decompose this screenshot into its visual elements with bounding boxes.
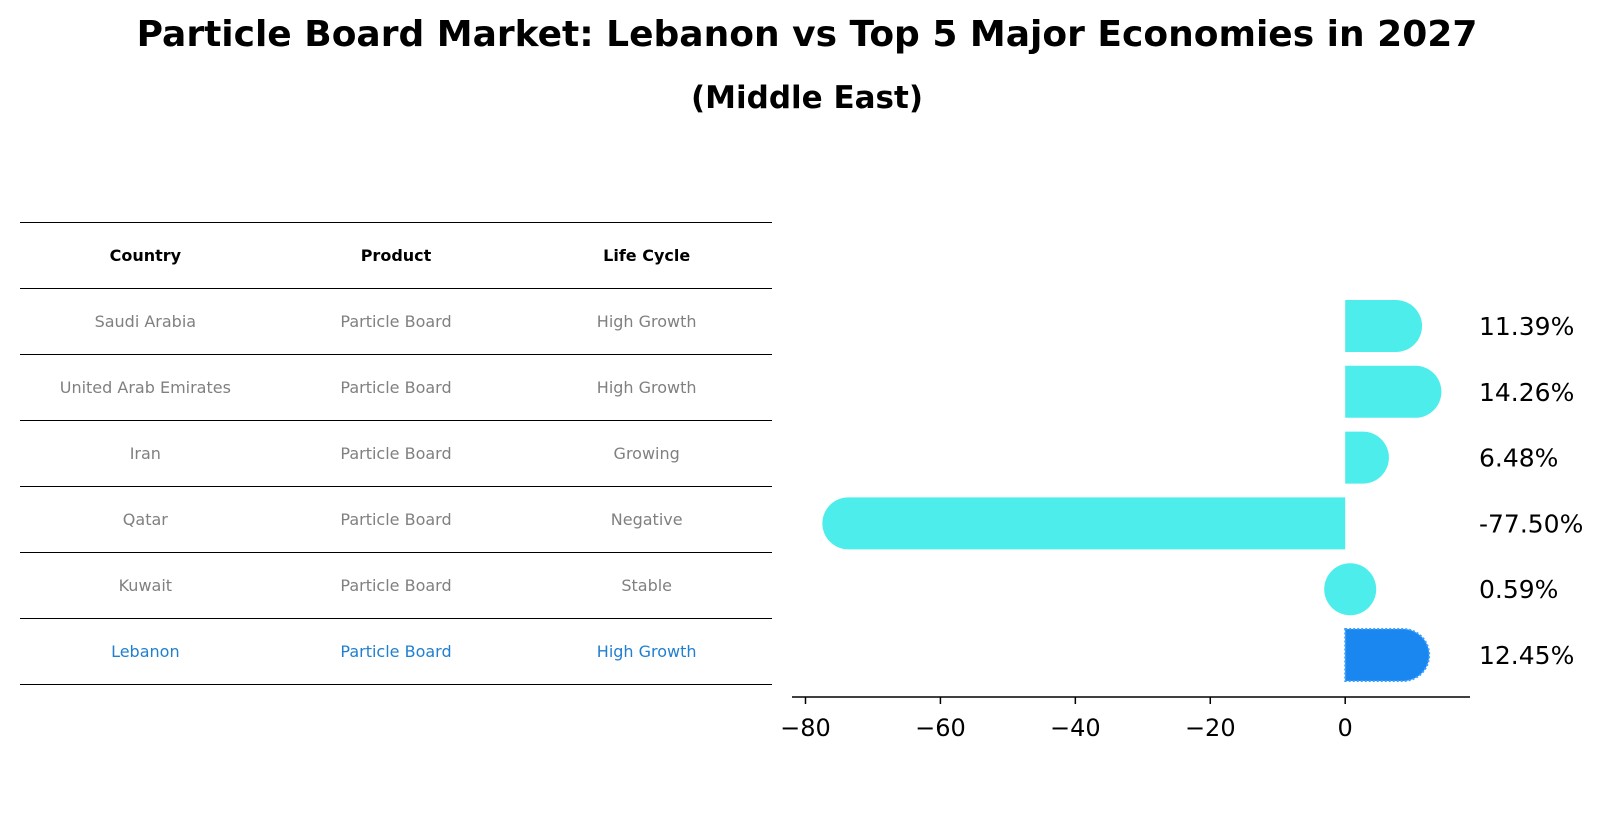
table-row: Qatar Particle Board Negative [20,486,772,552]
table-row-highlighted: Lebanon Particle Board High Growth [20,618,772,685]
life-cycle-cell: High Growth [596,642,697,661]
country-cell: Kuwait [118,576,173,595]
x-tick-label: −40 [1050,714,1101,742]
bar-saudi-arabia [1345,300,1423,352]
header-life-cycle: Life Cycle [603,246,691,265]
life-cycle-cell: Growing [613,444,680,463]
table-row: Kuwait Particle Board Stable [20,552,772,618]
product-cell: Particle Board [340,444,452,463]
x-tick-label: −80 [780,714,831,742]
chart-title: Particle Board Market: Lebanon vs Top 5 … [136,14,1478,55]
life-cycle-cell: Stable [621,576,673,595]
country-cell: Qatar [122,510,168,529]
country-cell: United Arab Emirates [59,378,231,397]
bar-kuwait [1324,563,1377,616]
table-header-row: Country Product Life Cycle [20,222,772,288]
product-cell: Particle Board [340,642,452,661]
header-country: Country [109,246,182,265]
value-label: -77.50% [1479,509,1583,538]
product-cell: Particle Board [340,312,452,331]
product-cell: Particle Board [340,378,452,397]
table-row: United Arab Emirates Particle Board High… [20,354,772,420]
value-label: 11.39% [1479,312,1574,341]
table-row: Iran Particle Board Growing [20,420,772,486]
country-table: Country Product Life Cycle Saudi Arabia … [20,222,772,685]
x-tick-label: −60 [915,714,966,742]
product-cell: Particle Board [340,510,452,529]
table-row: Saudi Arabia Particle Board High Growth [20,288,772,354]
life-cycle-cell: High Growth [596,378,697,397]
value-label-group: 11.39% 14.26% 6.48% -77.50% 0.59% 12.45% [1479,312,1583,670]
country-cell: Lebanon [111,642,180,661]
product-cell: Particle Board [340,576,452,595]
bar-lebanon [1344,628,1431,682]
life-cycle-cell: Negative [610,510,683,529]
x-tick-label: −20 [1185,714,1236,742]
life-cycle-cell: High Growth [596,312,697,331]
country-cell: Saudi Arabia [94,312,197,331]
value-label: 14.26% [1479,378,1574,407]
x-axis: −80 −60 −40 −20 0 [780,696,1470,742]
country-cell: Iran [129,444,161,463]
x-tick-label: 0 [1338,714,1353,742]
header-product: Product [360,246,432,265]
value-label: 12.45% [1479,641,1574,670]
bar-group [822,300,1442,682]
bar-qatar [822,497,1346,550]
value-label: 6.48% [1479,444,1558,473]
bar-united-arab-emirates [1345,365,1442,418]
value-label: 0.59% [1479,575,1558,604]
chart-subtitle: (Middle East) [690,80,923,116]
bar-iran [1345,431,1389,484]
